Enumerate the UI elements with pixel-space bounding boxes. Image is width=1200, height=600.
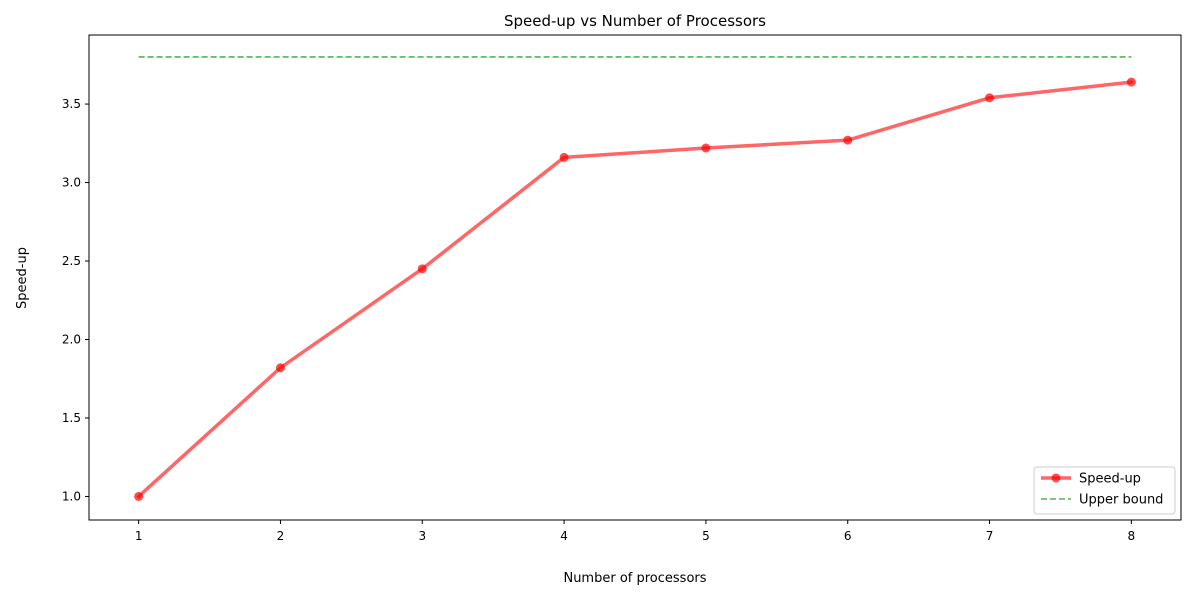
x-tick-label: 3 [418,529,426,543]
plot-frame [88,34,1182,521]
y-tick-label: 2.5 [62,254,81,268]
y-axis-ticks: 1.0 1.5 2.0 2.5 3.0 3.5 [62,97,89,503]
legend-speedup-marker [1051,473,1061,483]
chart-title: Speed-up vs Number of Processors [504,12,766,30]
x-tick-label: 6 [844,529,852,543]
speedup-point [843,135,853,145]
speedup-line [136,80,1134,499]
x-tick-label: 2 [277,529,285,543]
x-tick-label: 8 [1128,529,1136,543]
speedup-point [1126,77,1136,87]
legend: Speed-up Upper bound [1033,466,1176,515]
legend-upper-bound-label: Upper bound [1079,493,1163,508]
y-axis-label: Speed-up [15,247,30,309]
speedup-point [985,93,995,103]
y-tick-label: 3.5 [62,97,81,111]
x-tick-label: 4 [560,529,568,543]
x-axis-label: Number of processors [563,571,706,586]
y-tick-label: 3.0 [62,176,81,190]
series-layer [134,56,1136,501]
y-tick-label: 1.5 [62,411,81,425]
x-tick-label: 7 [986,529,994,543]
speedup-point [134,491,144,501]
x-tick-label: 1 [135,529,143,543]
x-axis-ticks: 1 2 3 4 5 6 7 8 [135,520,1135,543]
speedup-point [417,264,427,274]
speedup-point [559,152,569,162]
y-tick-label: 1.0 [62,489,81,503]
speedup-point [275,363,285,373]
y-tick-label: 2.0 [62,332,81,346]
legend-speedup-label: Speed-up [1079,472,1141,487]
x-tick-label: 5 [702,529,710,543]
speedup-point [701,143,711,153]
